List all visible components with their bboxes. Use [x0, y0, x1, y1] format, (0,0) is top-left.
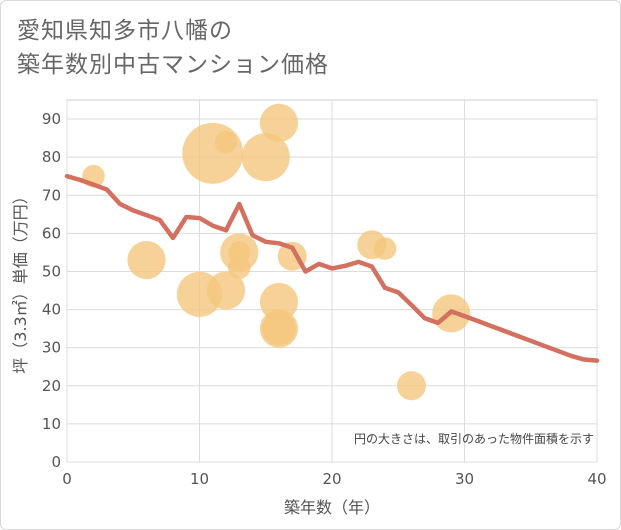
data-bubble: [127, 240, 166, 280]
average-price-line: [64, 173, 600, 363]
y-tick-label: 50: [42, 262, 61, 280]
data-bubble: [259, 282, 299, 322]
size-legend-note: 円の大きさは、取引のあった物件面積を示す: [354, 431, 594, 446]
x-tick-label: 20: [322, 470, 341, 488]
data-bubble: [373, 237, 397, 260]
y-tick-label: 20: [42, 377, 61, 395]
x-tick-label: 40: [587, 470, 606, 488]
chart-title: 愛知県知多市八幡の 築年数別中古マンション価格: [17, 14, 329, 82]
y-tick-label: 60: [42, 224, 61, 242]
data-bubble: [397, 371, 426, 401]
axis-ticks: 0 10 20 30 40 50 60 70 80 90 0 10 20 30 40: [42, 110, 607, 488]
data-bubble: [214, 130, 238, 154]
data-bubble: [182, 122, 244, 184]
x-tick-label: 0: [62, 470, 72, 488]
data-bubble: [227, 256, 251, 279]
y-tick-label: 40: [42, 301, 61, 319]
y-axis-label: 坪（3.3㎡）単価（万円）: [11, 188, 30, 373]
chart-title-line-2: 築年数別中古マンション価格: [17, 52, 329, 78]
y-tick-label: 0: [51, 453, 61, 471]
x-axis-label: 築年数（年）: [284, 498, 380, 517]
x-tick-label: 10: [190, 470, 209, 488]
y-tick-label: 70: [42, 186, 61, 204]
y-tick-label: 80: [42, 148, 61, 166]
y-tick-label: 90: [42, 110, 61, 128]
data-bubble: [259, 103, 299, 142]
data-bubble: [241, 133, 290, 182]
data-bubble: [262, 311, 296, 346]
y-tick-label: 30: [42, 339, 61, 357]
y-tick-label: 10: [42, 415, 61, 433]
chart-title-line-1: 愛知県知多市八幡の: [17, 18, 233, 44]
data-bubble: [206, 271, 246, 310]
x-tick-label: 30: [455, 470, 474, 488]
average-line-path: [64, 173, 600, 363]
